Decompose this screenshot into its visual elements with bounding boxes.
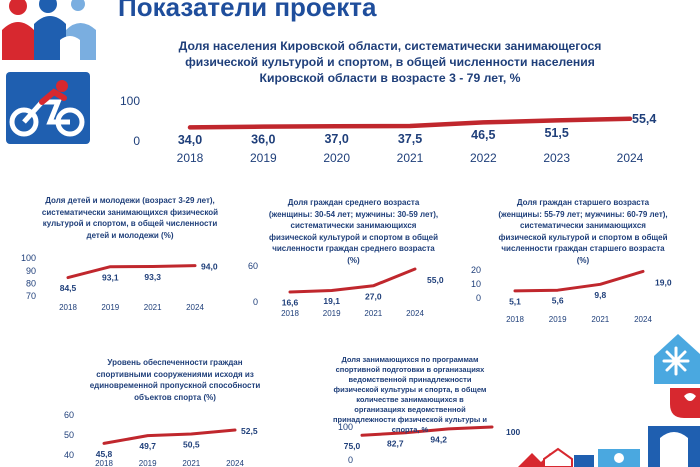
facilities-data-label: 52,5 <box>241 426 258 436</box>
main-data-label: 51,5 <box>544 126 568 140</box>
page-title: Показатели проекта <box>118 0 377 22</box>
middle-chart-title: Доля граждан среднего возраста (женщины:… <box>268 198 439 265</box>
youth-data-label: 93,3 <box>144 272 161 282</box>
main-xtick: 2022 <box>470 151 497 165</box>
facilities-xtick: 2018 <box>95 459 113 467</box>
sport-training-ytick: 100 <box>338 422 353 432</box>
senior-chart-title: Доля граждан старшего возраста (женщины:… <box>498 198 668 265</box>
youth-series-line <box>66 264 197 280</box>
senior-ytick: 10 <box>471 279 481 289</box>
main-ytick: 0 <box>133 134 140 148</box>
youth-data-label: 93,1 <box>102 272 119 282</box>
senior-data-label: 9,8 <box>594 290 606 300</box>
facilities-xtick: 2024 <box>226 459 244 467</box>
main-xtick: 2021 <box>397 151 424 165</box>
snowflake-house-icon <box>642 318 700 467</box>
senior-xtick: 2018 <box>506 315 524 324</box>
middle-xtick: 2024 <box>406 309 424 318</box>
middle-data-label: 19,1 <box>323 296 340 306</box>
youth-ytick: 100 <box>21 253 36 263</box>
youth-data-label: 84,5 <box>60 283 77 293</box>
middle-data-label: 16,6 <box>282 298 299 308</box>
main-chart-title: Доля населения Кировской области, систем… <box>178 39 602 85</box>
main-data-label: 34,0 <box>178 133 202 147</box>
main-xtick: 2018 <box>177 151 204 165</box>
senior-data-label: 5,6 <box>552 296 564 306</box>
facilities-ytick: 40 <box>64 450 74 460</box>
middle-xtick: 2019 <box>323 309 341 318</box>
senior-data-label: 5,1 <box>509 296 521 306</box>
middle-data-label: 55,0 <box>427 275 444 285</box>
corner-decoration-icon <box>518 447 640 467</box>
senior-xtick: 2021 <box>591 315 609 324</box>
facilities-data-label: 45,8 <box>96 449 113 459</box>
youth-chart-title: Доля детей и молодежи (возраст 3-29 лет)… <box>41 196 219 240</box>
senior-ytick: 0 <box>476 293 481 303</box>
cyclist-icon <box>6 72 90 144</box>
middle-ytick: 60 <box>248 261 258 271</box>
facilities-xtick: 2021 <box>182 459 200 467</box>
main-data-label: 37,0 <box>324 132 348 146</box>
main-data-label: 46,5 <box>471 128 495 142</box>
youth-xtick: 2021 <box>144 303 162 312</box>
sport-training-ytick: 0 <box>348 455 353 465</box>
senior-xtick: 2024 <box>634 315 652 324</box>
facilities-ytick: 60 <box>64 410 74 420</box>
main-xtick: 2023 <box>543 151 570 165</box>
facilities-ytick: 50 <box>64 430 74 440</box>
facilities-series-line <box>102 428 237 445</box>
main-xtick: 2019 <box>250 151 277 165</box>
main-data-label: 55,4 <box>632 112 656 126</box>
youth-ytick: 70 <box>26 291 36 301</box>
sport-training-chart-title: Доля занимающихся по программам спортивн… <box>333 355 487 434</box>
facilities-xtick: 2019 <box>139 459 157 467</box>
youth-data-label: 94,0 <box>201 262 218 272</box>
middle-series-line <box>288 267 417 294</box>
youth-xtick: 2019 <box>101 303 119 312</box>
facilities-data-label: 49,7 <box>139 441 156 451</box>
facilities-chart-title: Уровень обеспеченности граждан спортивны… <box>89 358 261 402</box>
middle-data-label: 27,0 <box>365 291 382 301</box>
middle-ytick: 0 <box>253 297 258 307</box>
middle-xtick: 2018 <box>281 309 299 318</box>
sport-training-data-label: 94,2 <box>430 434 447 444</box>
main-xtick: 2024 <box>617 151 644 165</box>
middle-xtick: 2021 <box>364 309 382 318</box>
sport-training-data-label: 82,7 <box>387 438 404 448</box>
main-data-label: 36,0 <box>251 132 275 146</box>
youth-ytick: 80 <box>26 278 36 288</box>
youth-ytick: 90 <box>26 266 36 276</box>
main-ytick: 100 <box>120 94 140 108</box>
youth-xtick: 2024 <box>186 303 204 312</box>
family-logo-icon <box>0 0 100 62</box>
senior-series-line <box>513 269 645 293</box>
senior-ytick: 20 <box>471 265 481 275</box>
sport-training-series-line <box>360 425 494 437</box>
sport-training-data-label: 75,0 <box>344 441 361 451</box>
main-data-label: 37,5 <box>398 132 422 146</box>
senior-xtick: 2019 <box>549 315 567 324</box>
youth-xtick: 2018 <box>59 303 77 312</box>
main-xtick: 2020 <box>323 151 350 165</box>
facilities-data-label: 50,5 <box>183 440 200 450</box>
senior-data-label: 19,0 <box>655 277 672 287</box>
sport-training-data-label: 100 <box>506 427 520 437</box>
